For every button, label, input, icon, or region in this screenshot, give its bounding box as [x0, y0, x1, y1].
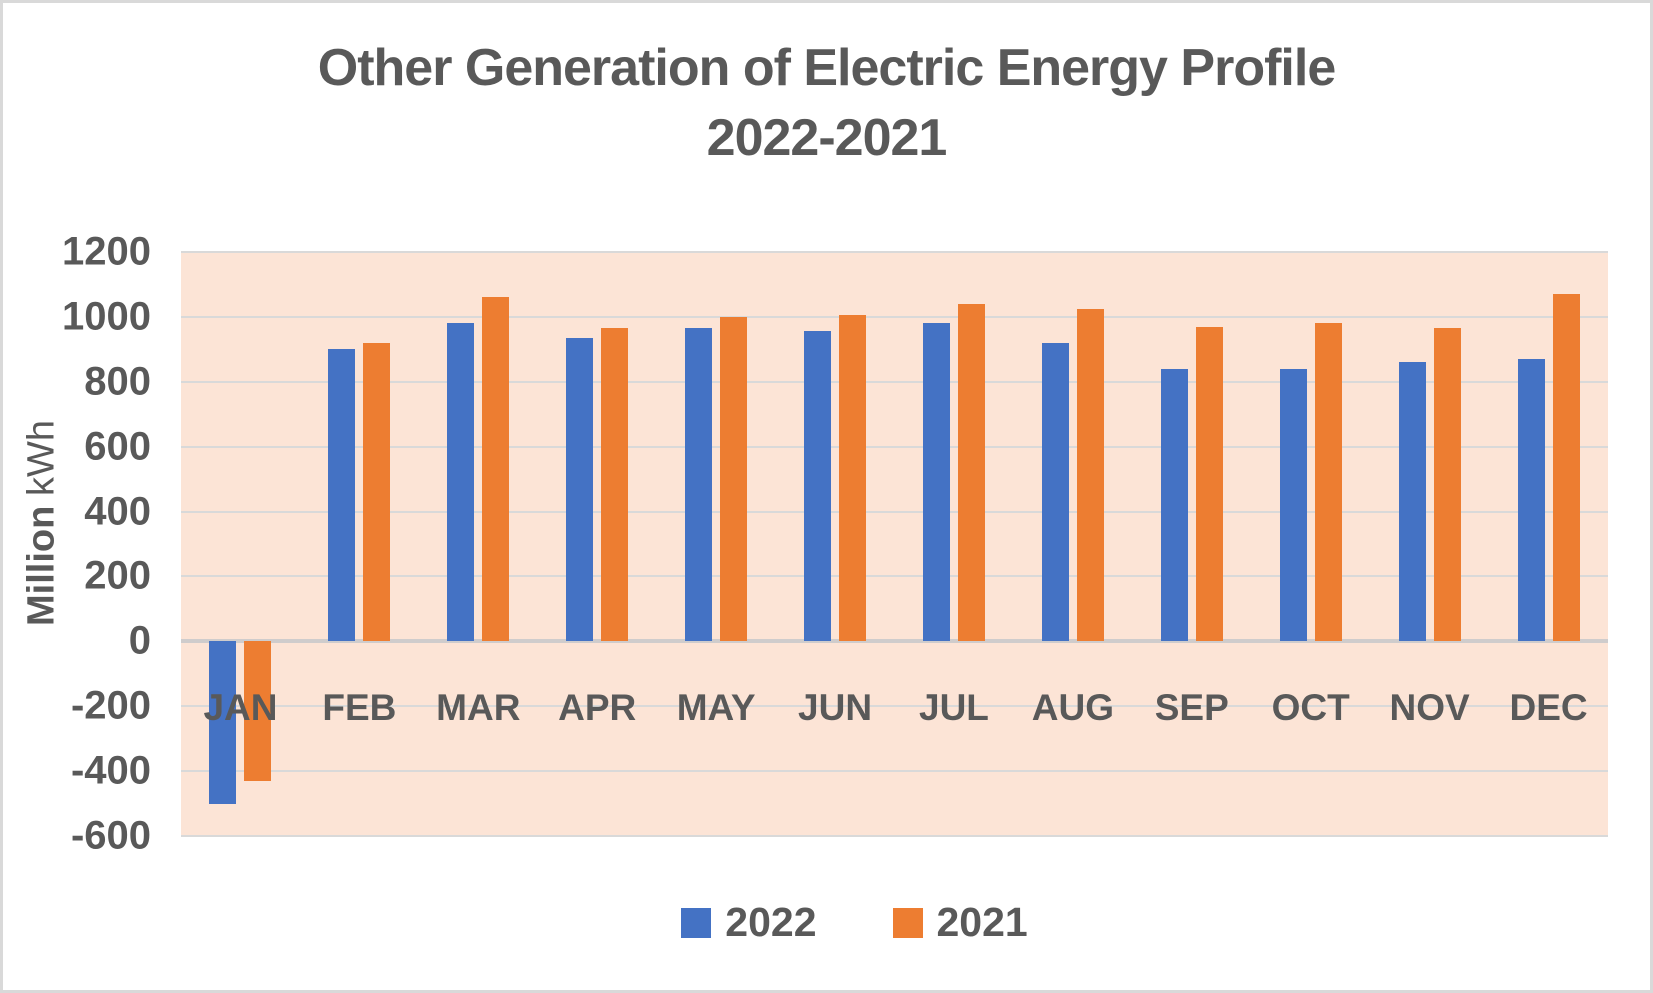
legend-label-2021: 2021 [936, 899, 1028, 945]
bar-2021-apr [601, 328, 629, 642]
y-tick-label--600: -600 [70, 813, 151, 858]
y-tick-label-0: 0 [128, 618, 151, 663]
gridline-1200 [181, 251, 1608, 253]
y-tick-label--400: -400 [70, 748, 151, 793]
y-tick-label-1200: 1200 [62, 229, 151, 274]
gridline-800 [181, 380, 1608, 383]
legend-swatch-2021 [892, 907, 923, 938]
bar-2022-apr [566, 337, 594, 642]
bar-2021-aug [1076, 308, 1104, 642]
y-tick-label-800: 800 [84, 359, 151, 404]
bar-2022-dec [1517, 359, 1545, 642]
bar-2022-may [685, 328, 713, 642]
bar-2021-sep [1195, 326, 1223, 642]
chart-title: Other Generation of Electric Energy Prof… [3, 33, 1650, 173]
x-category-label-aug: AUG [1031, 687, 1114, 729]
bar-2022-aug [1041, 342, 1069, 642]
bar-2021-jul [957, 303, 985, 642]
gridline-600 [181, 445, 1608, 448]
bar-2021-jan [244, 641, 272, 781]
y-tick-label-1000: 1000 [62, 294, 151, 339]
x-category-label-feb: FEB [322, 687, 397, 729]
bar-2022-feb [328, 349, 356, 642]
legend-swatch-2022 [681, 907, 712, 938]
legend-item-2021: 2021 [892, 899, 1028, 946]
bar-2022-oct [1279, 368, 1307, 642]
bar-2022-jun [804, 331, 832, 642]
bar-2021-dec [1552, 294, 1580, 642]
bar-2022-jul [922, 323, 950, 642]
gridline-400 [181, 510, 1608, 513]
y-tick-label-600: 600 [84, 424, 151, 469]
bar-2022-sep [1160, 368, 1188, 642]
x-category-label-sep: SEP [1154, 687, 1229, 729]
gridline--600 [181, 835, 1608, 837]
y-tick-label-400: 400 [84, 489, 151, 534]
x-category-label-may: MAY [676, 687, 756, 729]
bar-2021-oct [1314, 323, 1342, 642]
y-tick-label-200: 200 [84, 553, 151, 598]
x-category-label-jun: JUN [798, 687, 873, 729]
y-tick-label--200: -200 [70, 683, 151, 728]
bar-2021-mar [482, 297, 510, 642]
gridline--400 [181, 770, 1608, 773]
legend-label-2022: 2022 [725, 899, 817, 945]
bar-2022-mar [447, 323, 475, 642]
gridline-1000 [181, 315, 1608, 318]
gridline-200 [181, 575, 1608, 578]
x-category-label-dec: DEC [1509, 687, 1588, 729]
x-category-label-apr: APR [558, 687, 637, 729]
x-category-label-nov: NOV [1389, 687, 1470, 729]
bar-2021-jun [839, 315, 867, 642]
chart-title-line1: Other Generation of Electric Energy Prof… [317, 39, 1337, 97]
legend-item-2022: 2022 [681, 899, 817, 946]
bar-2022-nov [1398, 362, 1426, 642]
bar-2021-feb [363, 342, 391, 642]
plot-area [181, 252, 1608, 836]
chart-title-line2: 2022-2021 [706, 109, 948, 167]
bar-2021-nov [1433, 328, 1461, 642]
x-category-label-oct: OCT [1271, 687, 1350, 729]
legend: 2022 2021 [3, 899, 1650, 946]
x-category-label-mar: MAR [436, 687, 521, 729]
x-category-label-jan: JAN [203, 687, 278, 729]
gridline--200 [181, 705, 1608, 708]
bar-2022-jan [209, 641, 237, 804]
bar-2021-may [720, 316, 748, 642]
gridline-0 [181, 639, 1608, 644]
x-category-label-jul: JUL [919, 687, 989, 729]
